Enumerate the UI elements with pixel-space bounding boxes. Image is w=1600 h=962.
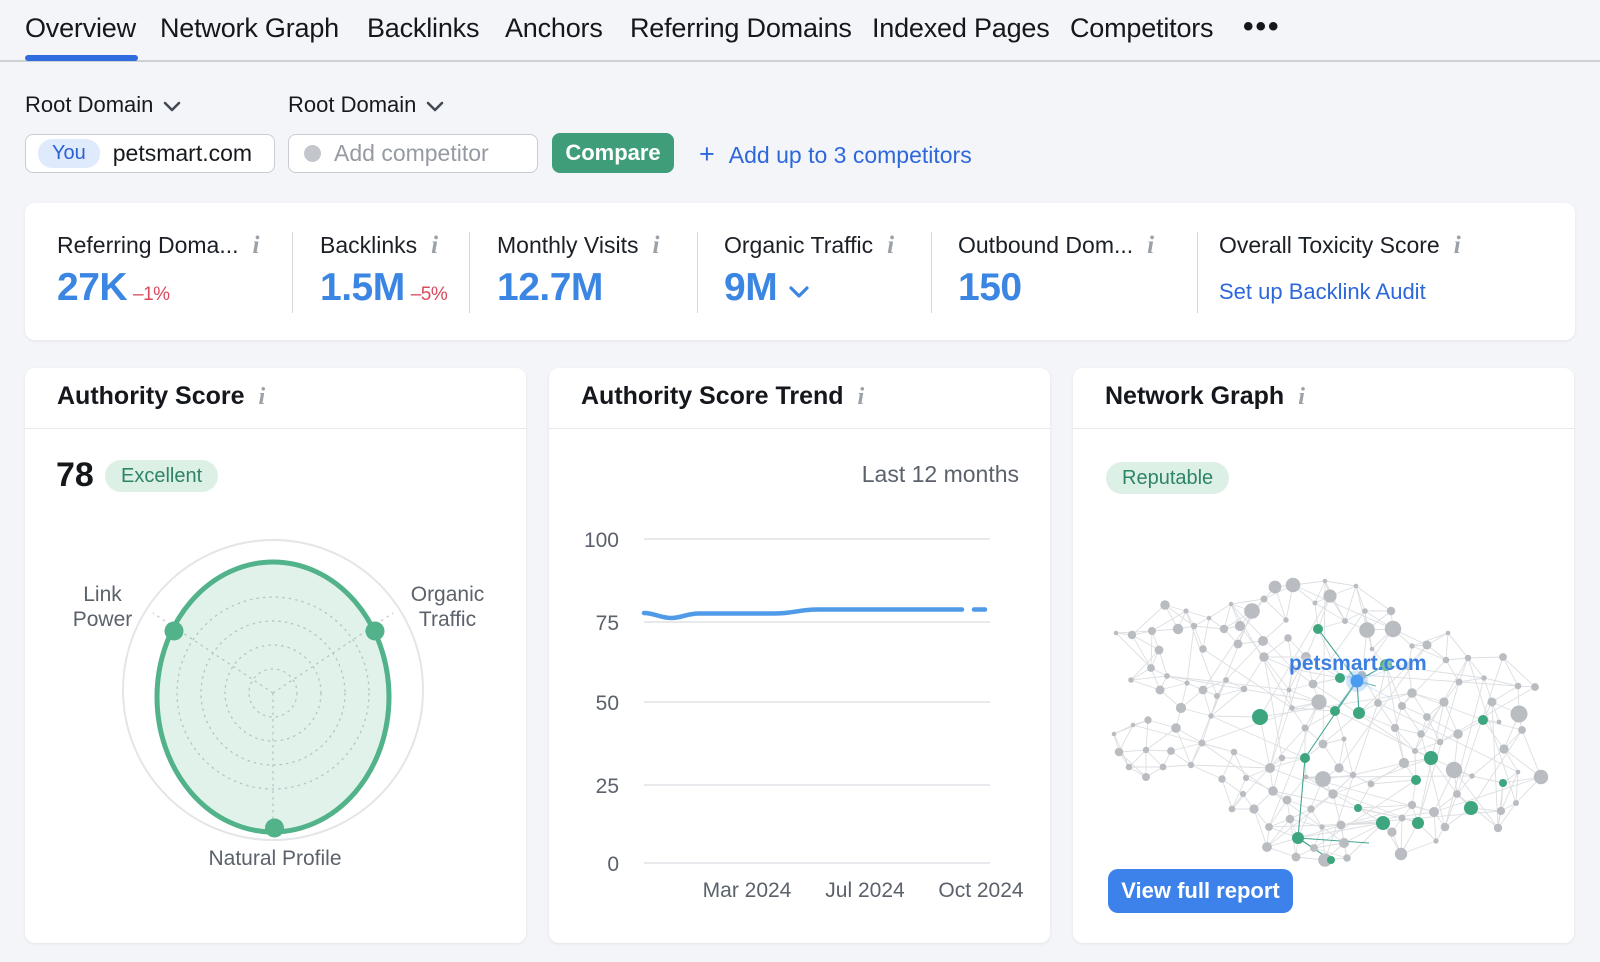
svg-text:25: 25 bbox=[596, 775, 619, 798]
svg-text:0: 0 bbox=[607, 853, 619, 876]
svg-text:100: 100 bbox=[584, 529, 619, 552]
svg-text:75: 75 bbox=[596, 612, 619, 635]
svg-text:Jul 2024: Jul 2024 bbox=[825, 879, 905, 902]
svg-text:50: 50 bbox=[596, 692, 619, 715]
svg-text:Oct 2024: Oct 2024 bbox=[938, 879, 1024, 902]
svg-text:Mar 2024: Mar 2024 bbox=[703, 879, 792, 902]
